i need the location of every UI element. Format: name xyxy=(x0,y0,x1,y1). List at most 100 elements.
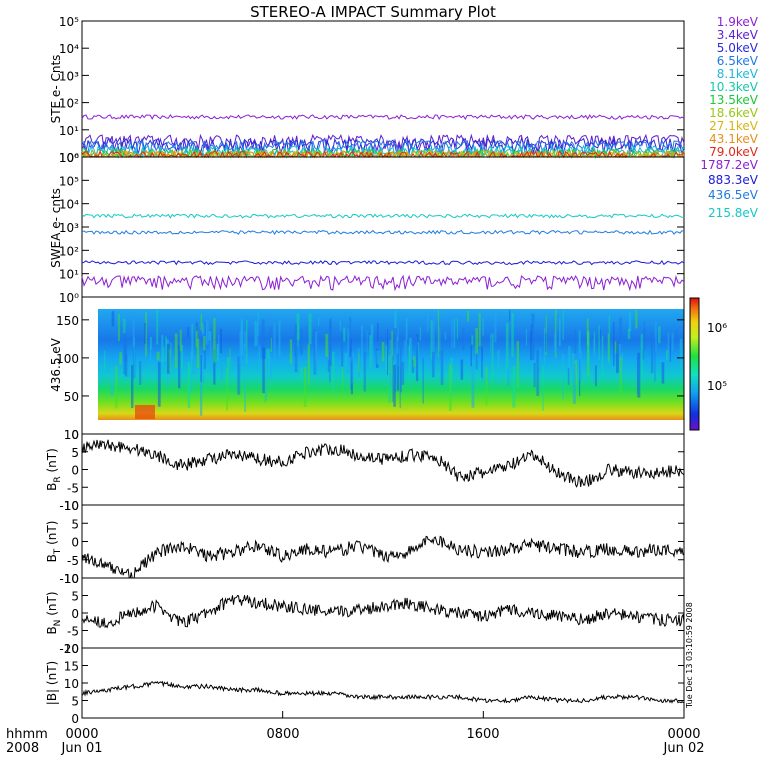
heatmap-streak xyxy=(567,368,570,385)
swea-y-ticks: 10⁰ 10¹ 10² 10³ 10⁴ 10⁵ 10⁶ xyxy=(59,151,684,305)
heatmap-streak xyxy=(593,337,595,384)
colorbar xyxy=(689,297,700,431)
heatmap-streak xyxy=(440,350,444,386)
heatmap-streak xyxy=(203,335,206,351)
heatmap-streak xyxy=(267,349,271,379)
heatmap-streak xyxy=(640,334,643,379)
heatmap-streak xyxy=(482,361,484,382)
heatmap-streak xyxy=(467,310,470,322)
heatmap-streak xyxy=(209,332,212,373)
heatmap-streak xyxy=(220,364,223,380)
heatmap-streak xyxy=(111,311,115,327)
legend-ste-4: 6.5keV xyxy=(717,54,759,68)
y-tick-label: 10⁵ xyxy=(59,15,79,29)
heatmap-streak xyxy=(437,309,439,357)
heatmap-streak xyxy=(195,322,198,331)
heatmap-streak xyxy=(451,318,453,349)
ste-series xyxy=(81,114,685,159)
y-tick-label: 10⁰ xyxy=(59,151,79,165)
y-tick-label: 10⁴ xyxy=(59,42,79,56)
heatmap-streak xyxy=(226,368,228,411)
heatmap-streak xyxy=(637,352,641,398)
heatmap-streak xyxy=(354,364,358,376)
x-corner-label: hhmm xyxy=(6,727,48,742)
heatmap-streak xyxy=(642,349,644,360)
heatmap-streak xyxy=(244,367,246,412)
heatmap-streak xyxy=(150,337,152,362)
heatmap-streak xyxy=(381,341,385,362)
heatmap-streak xyxy=(578,330,581,354)
heatmap-ylabel: 436.5 eV xyxy=(49,337,63,392)
heatmap-streak xyxy=(507,362,510,387)
heatmap-streak xyxy=(315,331,318,374)
heatmap-streak xyxy=(449,364,452,411)
heatmap-streak xyxy=(650,332,654,374)
y-tick-label: 5 xyxy=(71,695,79,709)
heatmap-streak xyxy=(470,336,472,367)
heatmap-streak xyxy=(543,327,546,365)
heatmap-streak xyxy=(516,341,519,388)
y-tick-label: 0 xyxy=(71,428,79,442)
x-year-label: 2008 xyxy=(6,741,39,756)
heatmap-streak xyxy=(369,335,372,367)
mag-frame xyxy=(81,433,685,506)
heatmap-streak xyxy=(144,323,146,344)
heatmap-streak xyxy=(669,340,671,362)
heatmap-streak xyxy=(408,345,411,383)
heatmap-streak xyxy=(391,330,393,378)
heatmap-streak xyxy=(220,328,222,354)
swea-frame xyxy=(81,156,685,298)
heatmap-streak xyxy=(618,344,621,358)
heatmap-streak xyxy=(595,365,597,387)
heatmap-streak xyxy=(187,327,189,337)
y-tick-label: 10 xyxy=(64,428,79,442)
heatmap-streak xyxy=(229,348,231,367)
heatmap-streak xyxy=(226,356,230,385)
heatmap-streak xyxy=(258,345,260,368)
heatmap-streak xyxy=(679,338,683,370)
heatmap-streak xyxy=(471,335,474,345)
heatmap-streak xyxy=(118,313,120,341)
heatmap-streak xyxy=(394,364,397,392)
heatmap-streak xyxy=(349,316,352,348)
y-tick-label: 150 xyxy=(56,314,79,328)
y-tick-label: 0 xyxy=(71,536,79,550)
legend-ste-6: 10.3keV xyxy=(709,80,759,94)
x-tick-3-date: Jun 02 xyxy=(663,741,705,756)
heatmap-streak xyxy=(254,320,257,347)
mag-ylabel-sub: R xyxy=(53,476,63,482)
heatmap-streak xyxy=(191,323,194,360)
heatmap-streak xyxy=(497,350,500,386)
legend-ste-1: 1.9keV xyxy=(717,15,759,29)
y-tick-label: 10³ xyxy=(59,69,79,83)
heatmap-streak xyxy=(128,362,131,378)
heatmap-streak xyxy=(511,313,514,358)
y-tick-label: 10 xyxy=(64,499,79,513)
heatmap-streak xyxy=(307,344,310,386)
x-tick-0-date: Jun 01 xyxy=(61,741,103,756)
heatmap-streak xyxy=(397,327,399,341)
heatmap-streak xyxy=(296,313,300,341)
y-tick-label: 0 xyxy=(71,712,79,726)
ste-panel: STE e- Cnts 10⁰ 10¹ 10² 10³ 10⁴ 10⁵ xyxy=(49,15,685,165)
heatmap-streak xyxy=(213,349,216,385)
heatmap-streak xyxy=(308,313,312,345)
heatmap-streak xyxy=(161,334,164,366)
heatmap-streak xyxy=(536,350,540,396)
heatmap-streak xyxy=(216,344,219,361)
heatmap-streak xyxy=(531,313,535,360)
heatmap-streak xyxy=(460,359,464,380)
mag-ylabel-unit: (nT) xyxy=(45,521,59,549)
legend-ste-7: 13.5keV xyxy=(709,93,759,107)
series-line xyxy=(81,133,685,153)
heatmap-streak xyxy=(671,332,674,351)
heatmap-streak xyxy=(533,362,536,388)
heatmap-streak xyxy=(539,347,542,371)
heatmap-streak xyxy=(266,349,269,360)
swea-panel: SWEA e- cnts 10⁰ 10¹ 10² 10³ 10⁴ 10⁵ 10⁶ xyxy=(49,151,685,305)
heatmap-streak xyxy=(562,354,564,400)
heatmap-streak xyxy=(654,337,656,382)
legend-ste-8: 18.6keV xyxy=(709,106,759,120)
heatmap-streak xyxy=(608,316,611,364)
